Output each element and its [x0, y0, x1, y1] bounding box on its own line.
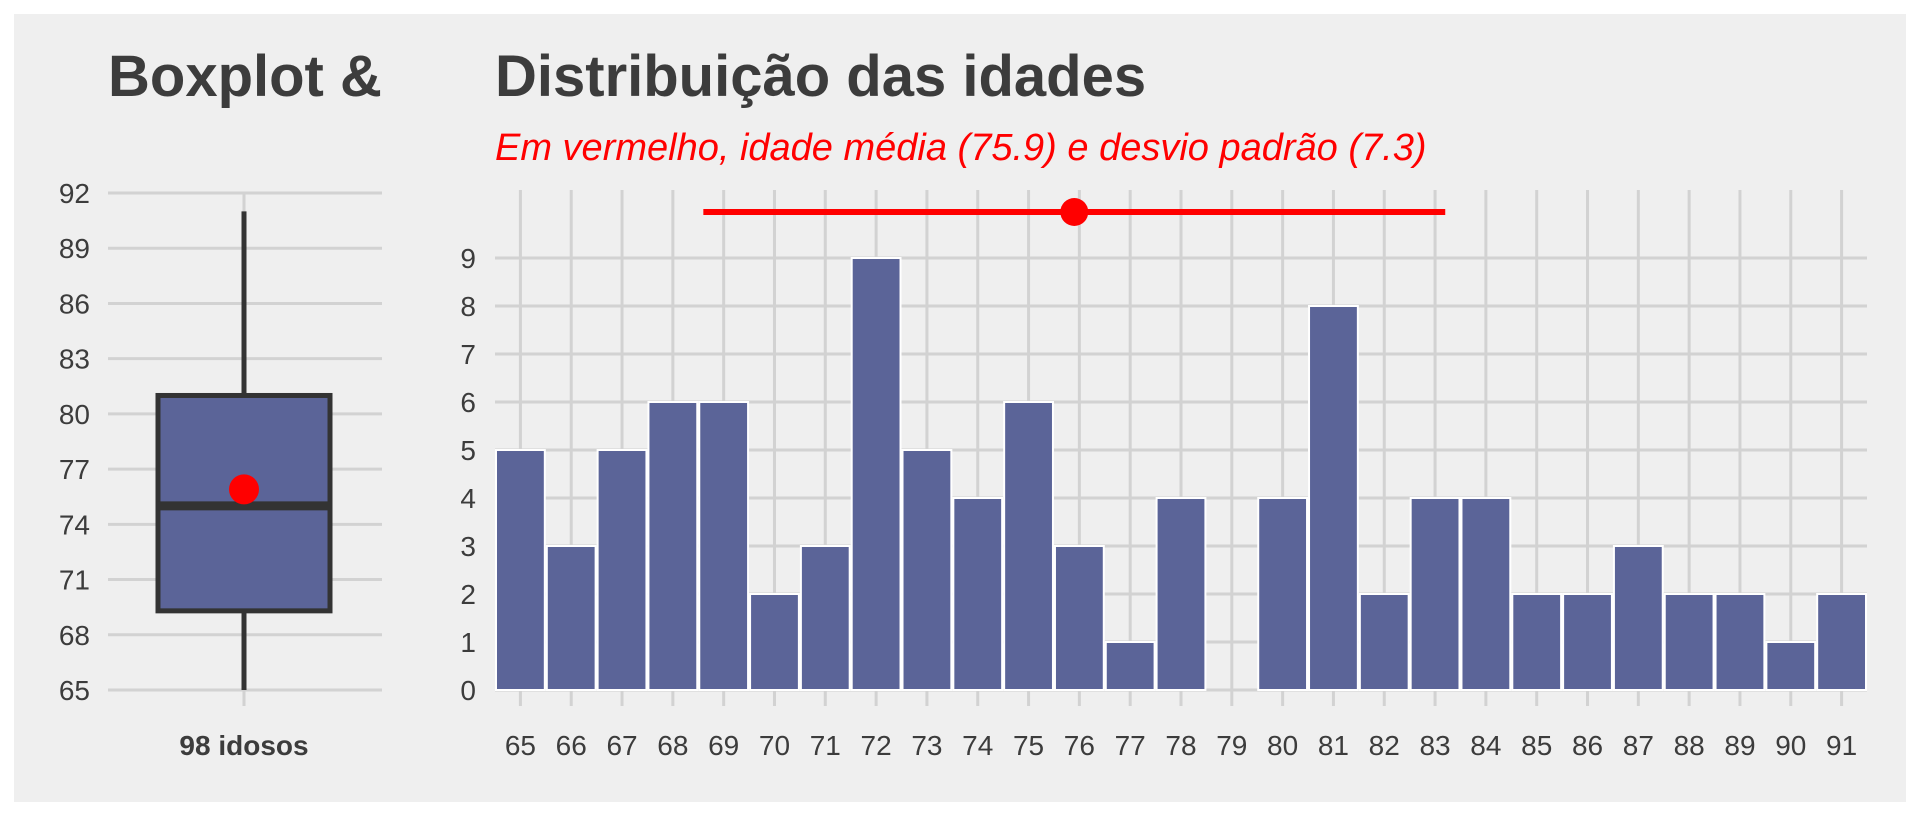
histogram-y-tick-label: 3 [460, 531, 476, 562]
histogram-bar [952, 497, 1004, 691]
histogram-bar [1663, 593, 1715, 691]
histogram-bar [1562, 593, 1613, 691]
histogram-y-tick-label: 5 [460, 435, 476, 466]
histogram-x-tick-label: 87 [1623, 730, 1654, 761]
histogram-bar [1257, 497, 1309, 691]
histogram-bar [1053, 545, 1105, 691]
histogram-bar [749, 593, 800, 691]
histogram-x-tick-label: 68 [657, 730, 688, 761]
histogram-bar [850, 257, 902, 691]
boxplot-y-tick-label: 68 [59, 620, 90, 651]
histogram-bar [901, 449, 953, 691]
histogram-y-tick-label: 2 [460, 579, 476, 610]
histogram-x-tick-label: 89 [1724, 730, 1755, 761]
histogram-bar [647, 401, 699, 691]
histogram-subtitle: Em vermelho, idade média (75.9) e desvio… [495, 127, 1426, 169]
histogram-bar [1765, 641, 1817, 691]
histogram-x-tick-label: 72 [861, 730, 892, 761]
histogram-bar [1460, 497, 1512, 691]
histogram-x-tick-label: 75 [1013, 730, 1044, 761]
histogram-x-tick-label: 73 [911, 730, 942, 761]
boxplot-title: Boxplot & [108, 44, 382, 109]
histogram-x-tick-label: 83 [1419, 730, 1450, 761]
histogram-bar [1511, 593, 1563, 691]
histogram-bar [495, 449, 546, 691]
histogram-bar [698, 401, 750, 691]
boxplot-y-tick-label: 86 [59, 288, 90, 319]
histogram-title: Distribuição das idades [495, 44, 1146, 109]
histogram-bar [1612, 545, 1664, 691]
boxplot [155, 211, 333, 690]
histogram-x-tick-label: 90 [1775, 730, 1806, 761]
boxplot-y-tick-label: 65 [59, 675, 90, 706]
boxplot-y-tick-label: 92 [59, 178, 90, 209]
histogram-x-tick-label: 79 [1216, 730, 1247, 761]
histogram-bar [1409, 497, 1461, 691]
boxplot-y-tick-label: 83 [59, 344, 90, 375]
boxplot-mean-point [229, 474, 259, 505]
histogram-x-tick-label: 69 [708, 730, 739, 761]
histogram-bar [545, 545, 597, 691]
histogram-x-tick-label: 65 [505, 730, 536, 761]
histogram-y-tick-label: 1 [460, 627, 476, 658]
boxplot-xlabel: 98 idosos [179, 730, 308, 761]
histogram-x-tick-label: 67 [606, 730, 637, 761]
histogram-y-tick-label: 0 [460, 675, 476, 706]
boxplot-y-tick-label: 89 [59, 233, 90, 264]
histogram-x-tick-label: 84 [1470, 730, 1501, 761]
histogram-bar [596, 449, 648, 691]
histogram-x-tick-label: 85 [1521, 730, 1552, 761]
histogram-bar [799, 545, 851, 691]
mean-sd-marks [703, 198, 1446, 226]
boxplot-y-tick-label: 80 [59, 399, 90, 430]
histogram-x-tick-label: 76 [1064, 730, 1095, 761]
histogram-bar [1816, 593, 1867, 691]
boxplot-y-tick-label: 74 [59, 509, 90, 540]
histogram-y-tick-label: 8 [460, 291, 476, 322]
histogram-x-tick-label: 74 [962, 730, 993, 761]
histogram-bar [1714, 593, 1766, 691]
histogram-bars [495, 257, 1867, 691]
histogram-x-tick-label: 88 [1674, 730, 1705, 761]
histogram-x-tick-label: 91 [1826, 730, 1857, 761]
histogram-x-tick-label: 82 [1369, 730, 1400, 761]
histogram-x-tick-label: 80 [1267, 730, 1298, 761]
histogram-x-tick-label: 70 [759, 730, 790, 761]
histogram-bar [1104, 641, 1156, 691]
histogram-y-tick-label: 9 [460, 243, 476, 274]
histogram-bar [1308, 305, 1359, 691]
histogram-y-tick-label: 4 [460, 483, 476, 514]
histogram-x-tick-label: 77 [1115, 730, 1146, 761]
histogram-mean-point [1060, 198, 1089, 226]
histogram-x-tick-label: 78 [1165, 730, 1196, 761]
boxplot-y-tick-label: 71 [59, 565, 90, 596]
boxplot-y-tick-label: 77 [59, 454, 90, 485]
histogram-x-tick-label: 66 [556, 730, 587, 761]
histogram-bar [1155, 497, 1207, 691]
histogram-y-tick-label: 7 [460, 339, 476, 370]
histogram-y-tick-label: 6 [460, 387, 476, 418]
histogram-bar [1358, 593, 1410, 691]
histogram-x-tick-label: 86 [1572, 730, 1603, 761]
histogram-x-tick-label: 71 [810, 730, 841, 761]
histogram-bar [1003, 401, 1054, 691]
histogram-x-tick-label: 81 [1318, 730, 1349, 761]
